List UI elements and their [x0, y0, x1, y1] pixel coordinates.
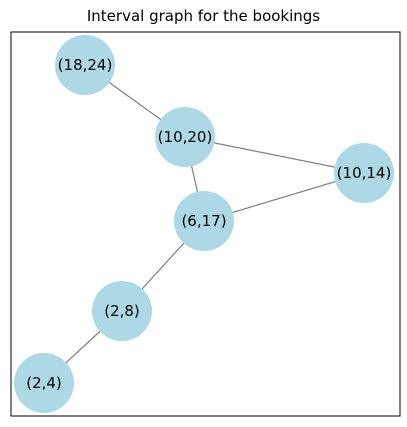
- node-n2_4: [14, 353, 74, 413]
- nodes-layer: (18,24) (10,20) (10,14) (6,17) (2,8) (2,4): [14, 35, 394, 413]
- node-label-n2_4: (2,4): [26, 374, 62, 392]
- node-n2_8: [92, 281, 152, 341]
- node-n10_14: [334, 143, 394, 203]
- diagram-title: Interval graph for the bookings: [86, 7, 321, 25]
- edge-n10_20-n10_14: [184, 136, 365, 174]
- node-label-n10_14: (10,14): [337, 164, 392, 182]
- node-label-n6_17: (6,17): [181, 212, 226, 230]
- node-n10_20: [155, 107, 215, 167]
- node-n6_17: [174, 191, 234, 251]
- node-label-n10_20: (10,20): [158, 128, 213, 146]
- node-label-n2_8: (2,8): [104, 302, 140, 320]
- node-n18_24: [55, 35, 115, 95]
- node-label-n18_24: (18,24): [58, 56, 113, 74]
- plot-frame: [10, 31, 401, 417]
